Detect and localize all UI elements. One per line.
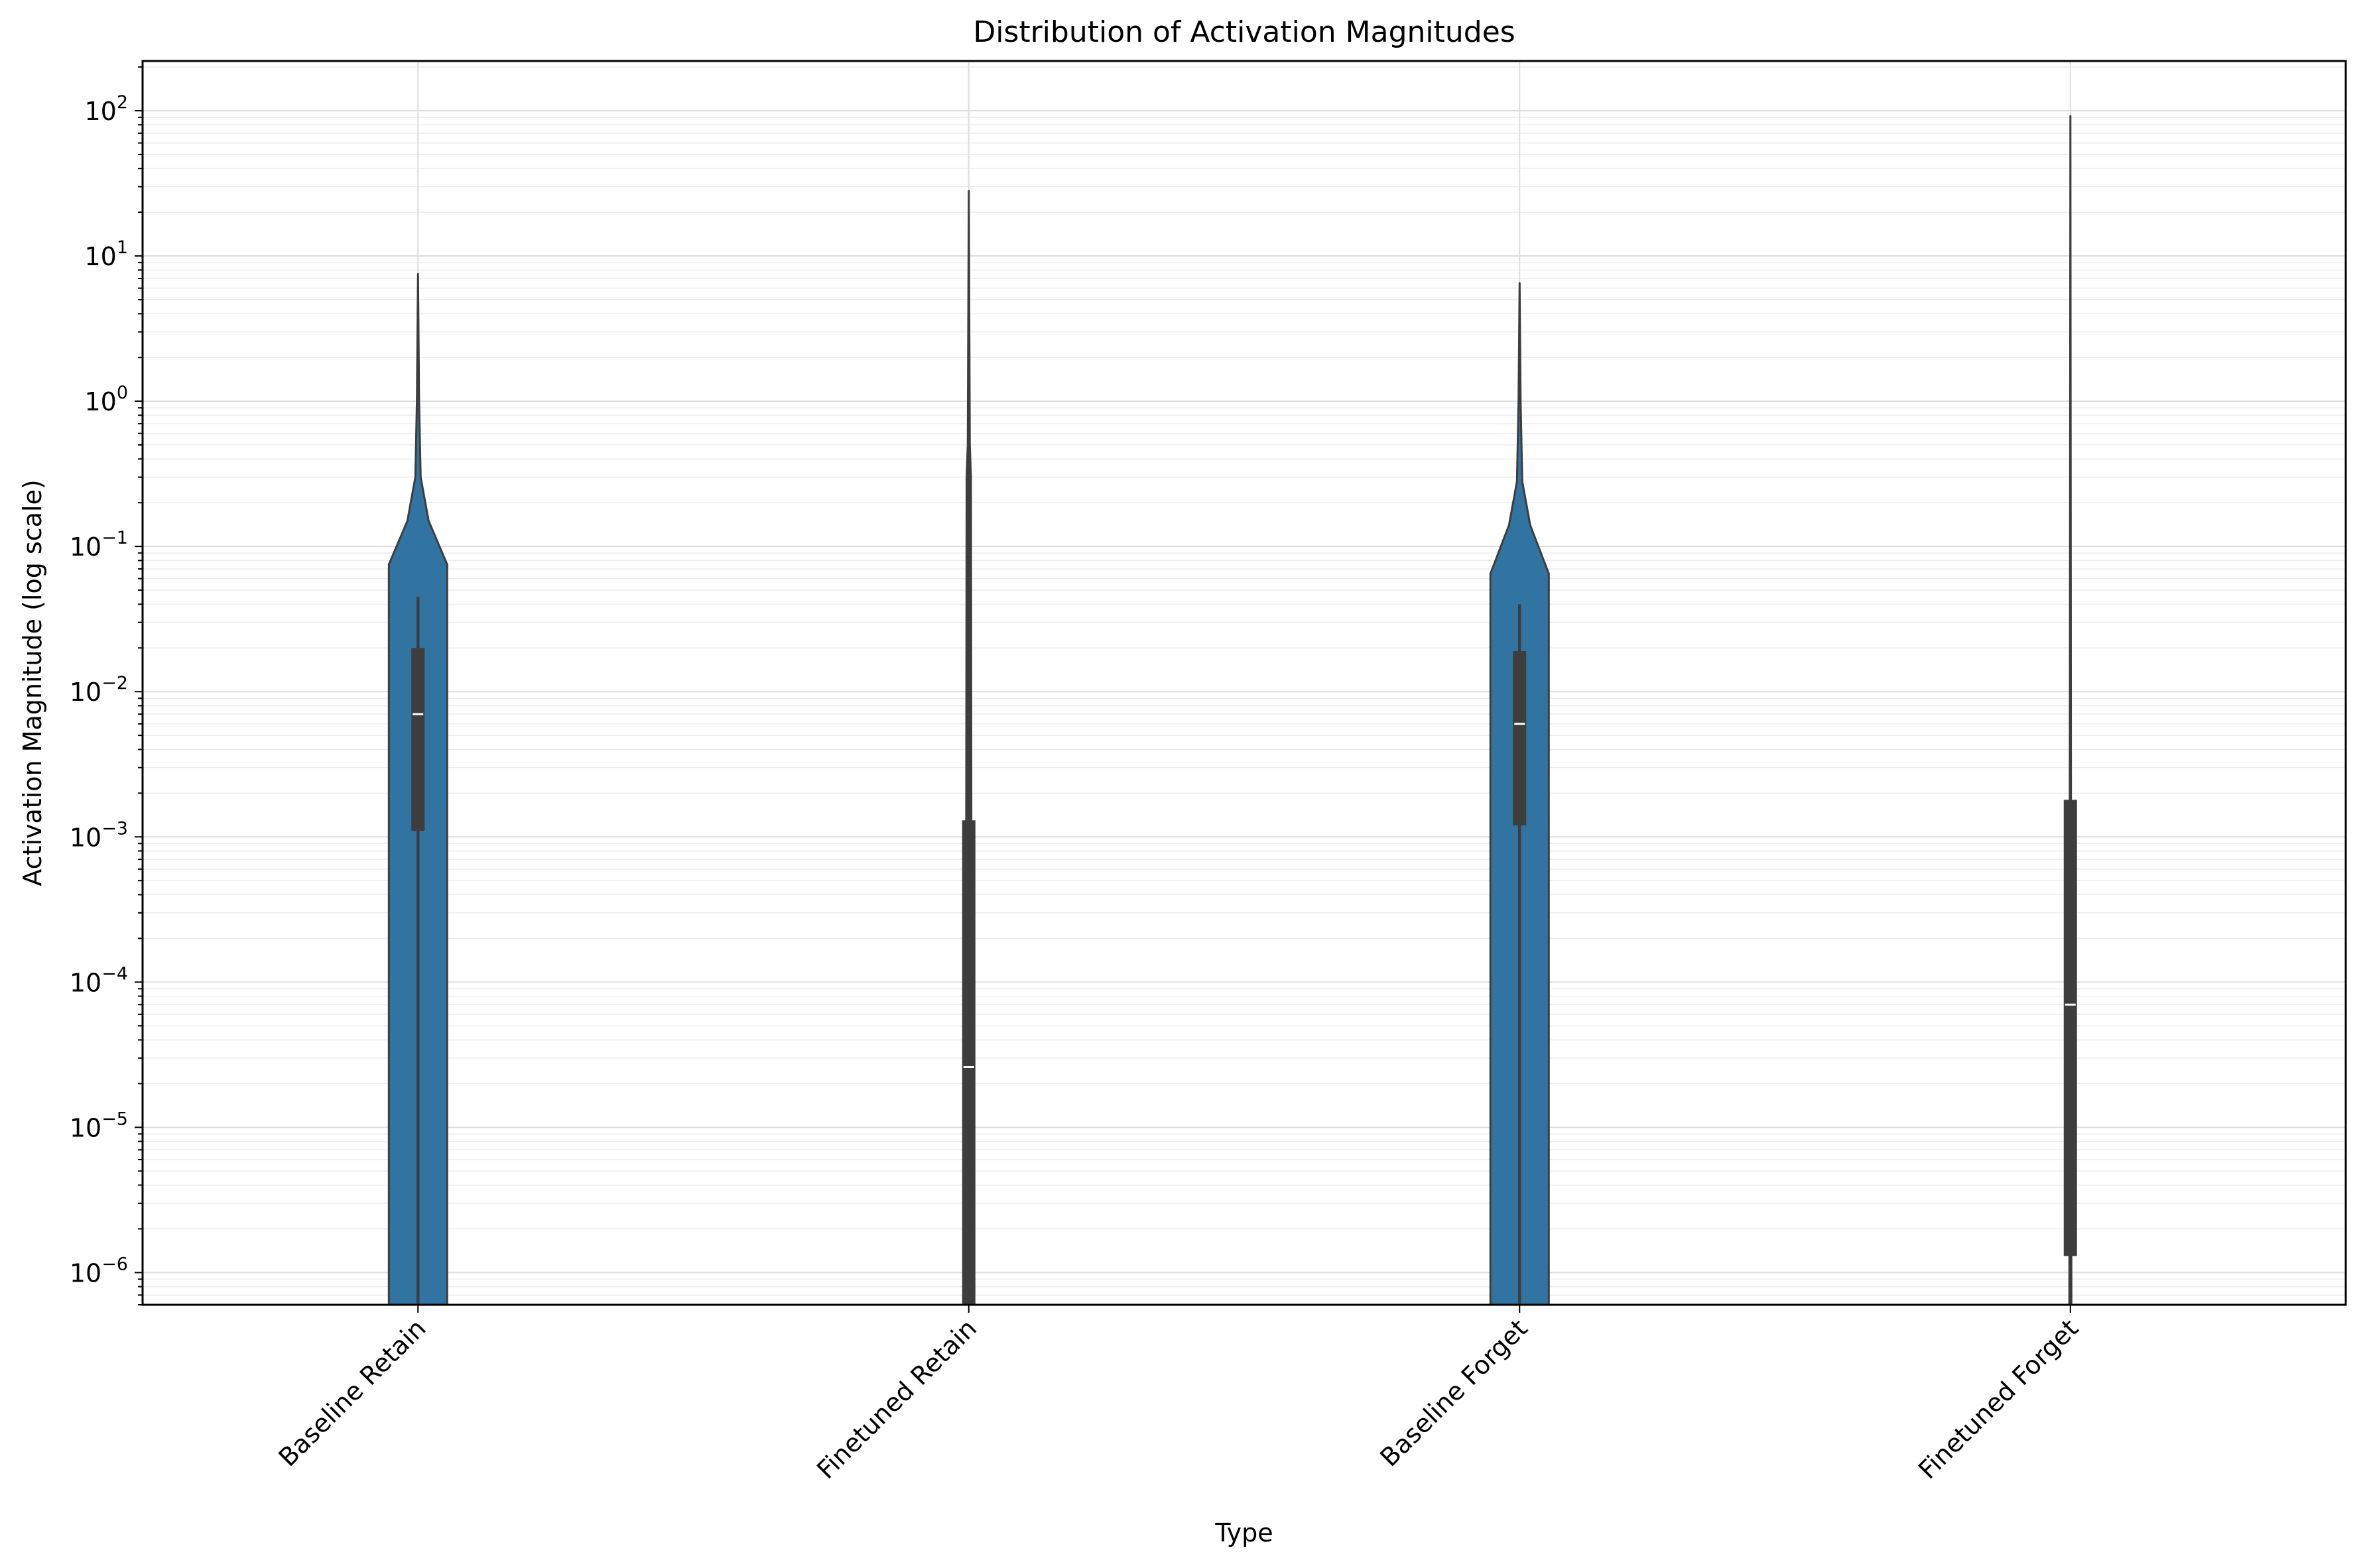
y-tick-label: 100 [84, 383, 128, 416]
violin-box [1513, 651, 1527, 825]
y-tick-label: 10−5 [70, 1109, 128, 1142]
y-axis: 10−6 10−5 10−4 10−3 10−2 10−1 100 101 102 [70, 66, 143, 1305]
plot-area-frame [141, 60, 2347, 1306]
y-tick-label: 10−2 [70, 673, 128, 707]
y-tick-label: 101 [84, 237, 128, 271]
y-tick-label: 10−4 [70, 963, 128, 997]
violin-box [411, 648, 425, 831]
grid-lines [143, 61, 2346, 1305]
x-axis-label: Type [1214, 1518, 1273, 1547]
violin-box [2063, 800, 2077, 1256]
chart-title: Distribution of Activation Magnitudes [973, 15, 1515, 49]
y-axis-label: Activation Magnitude (log scale) [18, 479, 47, 886]
y-tick-label: 10−3 [70, 818, 128, 852]
y-tick-label: 10−6 [70, 1254, 128, 1288]
y-tick-label: 10−1 [70, 528, 128, 562]
violins [387, 115, 2077, 1306]
y-tick-label: 102 [84, 92, 128, 126]
violin-box [962, 820, 976, 1305]
